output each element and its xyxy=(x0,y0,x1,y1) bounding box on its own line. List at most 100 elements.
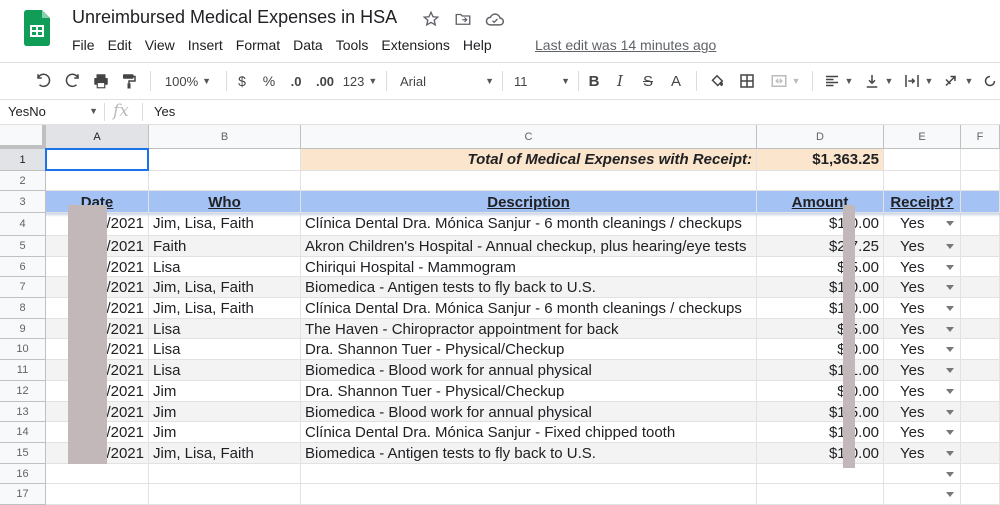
receipt-dropdown[interactable]: Yes xyxy=(884,236,961,257)
row-header[interactable]: 12 xyxy=(0,381,46,402)
header-amount[interactable]: Amount xyxy=(757,191,884,213)
dropdown-arrow-icon[interactable] xyxy=(946,389,954,394)
amount-cell[interactable]: $2 7.25 xyxy=(757,236,884,257)
receipt-dropdown[interactable]: Yes xyxy=(884,339,961,360)
undo-icon[interactable] xyxy=(32,69,56,93)
amount-cell[interactable]: $1 5.00 xyxy=(757,402,884,422)
dropdown-arrow-icon[interactable] xyxy=(946,430,954,435)
description-cell[interactable]: Clínica Dental Dra. Mónica Sanjur - 6 mo… xyxy=(301,213,757,236)
column-header-f[interactable]: F xyxy=(961,125,1000,149)
name-box[interactable]: YesNo ▼ xyxy=(0,100,104,124)
row-header[interactable]: 3 xyxy=(0,191,46,213)
empty-cell[interactable] xyxy=(301,484,757,505)
row-header[interactable]: 9 xyxy=(0,319,46,339)
receipt-dropdown[interactable]: Yes xyxy=(884,422,961,443)
empty-cell[interactable] xyxy=(757,484,884,505)
amount-cell[interactable]: $ 5.00 xyxy=(757,257,884,277)
spreadsheet-grid[interactable]: A B C D E F 1 2 3 4 5 6 7 8 9 10 11 12 13 14 15 16 17 Total of … xyxy=(0,125,1000,505)
text-rotation-icon[interactable]: ▼ xyxy=(940,69,976,93)
description-cell[interactable]: The Haven - Chiropractor appointment for… xyxy=(301,319,757,339)
decrease-decimal-button[interactable]: .0 xyxy=(290,73,302,89)
empty-cell[interactable] xyxy=(961,298,1000,319)
who-cell[interactable]: Faith xyxy=(149,236,301,257)
move-to-folder-icon[interactable] xyxy=(452,8,474,30)
column-header-c[interactable]: C xyxy=(301,125,757,149)
receipt-dropdown[interactable]: Yes xyxy=(884,319,961,339)
paint-format-icon[interactable] xyxy=(117,69,141,93)
empty-cell[interactable] xyxy=(301,464,757,484)
empty-cell[interactable] xyxy=(757,464,884,484)
dropdown-arrow-icon[interactable] xyxy=(946,472,954,477)
empty-cell[interactable] xyxy=(149,464,301,484)
menu-extensions[interactable]: Extensions xyxy=(381,37,450,53)
dropdown-arrow-icon[interactable] xyxy=(946,327,954,332)
empty-cell[interactable] xyxy=(884,171,961,191)
percent-format-button[interactable]: % xyxy=(262,73,276,89)
dropdown-arrow-icon[interactable] xyxy=(946,451,954,456)
cell-b1[interactable] xyxy=(149,149,301,171)
who-cell[interactable]: Lisa xyxy=(149,257,301,277)
italic-button[interactable]: I xyxy=(617,72,623,90)
cell-e1[interactable] xyxy=(884,149,961,171)
row-header[interactable]: 16 xyxy=(0,464,46,484)
cloud-status-icon[interactable] xyxy=(484,8,506,30)
row-header[interactable]: 15 xyxy=(0,443,46,464)
amount-cell[interactable]: $1 0.00 xyxy=(757,443,884,464)
print-icon[interactable] xyxy=(89,69,113,93)
font-select[interactable]: Arial ▼ xyxy=(396,69,494,93)
who-cell[interactable]: Lisa xyxy=(149,319,301,339)
amount-cell[interactable]: $1 0.00 xyxy=(757,277,884,298)
header-receipt[interactable]: Receipt? xyxy=(884,191,961,213)
header-who[interactable]: Who xyxy=(149,191,301,213)
receipt-dropdown[interactable]: Yes xyxy=(884,360,961,381)
dropdown-arrow-icon[interactable] xyxy=(946,368,954,373)
empty-cell[interactable] xyxy=(961,277,1000,298)
amount-cell[interactable]: $1 0.00 xyxy=(757,422,884,443)
empty-cell[interactable] xyxy=(961,381,1000,402)
empty-cell[interactable] xyxy=(961,443,1000,464)
sheets-logo-icon[interactable] xyxy=(24,10,50,46)
receipt-dropdown[interactable]: Yes xyxy=(884,443,961,464)
who-cell[interactable]: Lisa xyxy=(149,339,301,360)
row-header[interactable]: 1 xyxy=(0,149,46,171)
dropdown-arrow-icon[interactable] xyxy=(946,492,954,497)
amount-cell[interactable]: $ 0.00 xyxy=(757,339,884,360)
empty-cell[interactable] xyxy=(961,339,1000,360)
borders-icon[interactable] xyxy=(735,69,759,93)
dropdown-arrow-icon[interactable] xyxy=(946,221,954,226)
row-header[interactable]: 11 xyxy=(0,360,46,381)
strikethrough-button[interactable]: S xyxy=(642,72,653,90)
bold-button[interactable]: B xyxy=(588,72,600,90)
empty-cell[interactable] xyxy=(46,171,149,191)
empty-cell[interactable] xyxy=(757,171,884,191)
empty-cell[interactable] xyxy=(961,257,1000,277)
row-header[interactable]: 4 xyxy=(0,213,46,236)
empty-cell[interactable] xyxy=(961,236,1000,257)
menu-view[interactable]: View xyxy=(144,37,175,53)
description-cell[interactable]: Dra. Shannon Tuer - Physical/Checkup xyxy=(301,339,757,360)
column-header-e[interactable]: E xyxy=(884,125,961,149)
formula-input[interactable]: Yes xyxy=(154,104,176,119)
text-color-button[interactable]: A xyxy=(670,72,681,90)
dropdown-arrow-icon[interactable] xyxy=(946,410,954,415)
row-header[interactable]: 10 xyxy=(0,339,46,360)
amount-cell[interactable]: $ 0.00 xyxy=(757,381,884,402)
currency-format-button[interactable]: $ xyxy=(238,73,246,89)
receipt-dropdown[interactable]: Yes xyxy=(884,402,961,422)
empty-cell[interactable] xyxy=(961,402,1000,422)
who-cell[interactable]: Jim, Lisa, Faith xyxy=(149,213,301,236)
empty-cell[interactable] xyxy=(961,191,1000,213)
merge-cells-icon[interactable]: ▼ xyxy=(765,69,805,93)
redo-icon[interactable] xyxy=(60,69,84,93)
description-cell[interactable]: Akron Children's Hospital - Annual check… xyxy=(301,236,757,257)
menu-insert[interactable]: Insert xyxy=(187,37,223,53)
column-header-d[interactable]: D xyxy=(757,125,884,149)
column-header-a[interactable]: A xyxy=(46,125,149,149)
description-cell[interactable]: Biomedica - Blood work for annual physic… xyxy=(301,402,757,422)
column-header-b[interactable]: B xyxy=(149,125,301,149)
description-cell[interactable]: Clínica Dental Dra. Mónica Sanjur - 6 mo… xyxy=(301,298,757,319)
empty-cell[interactable] xyxy=(961,422,1000,443)
dropdown-arrow-icon[interactable] xyxy=(946,285,954,290)
dropdown-arrow-icon[interactable] xyxy=(946,347,954,352)
select-all-corner[interactable] xyxy=(0,125,46,149)
